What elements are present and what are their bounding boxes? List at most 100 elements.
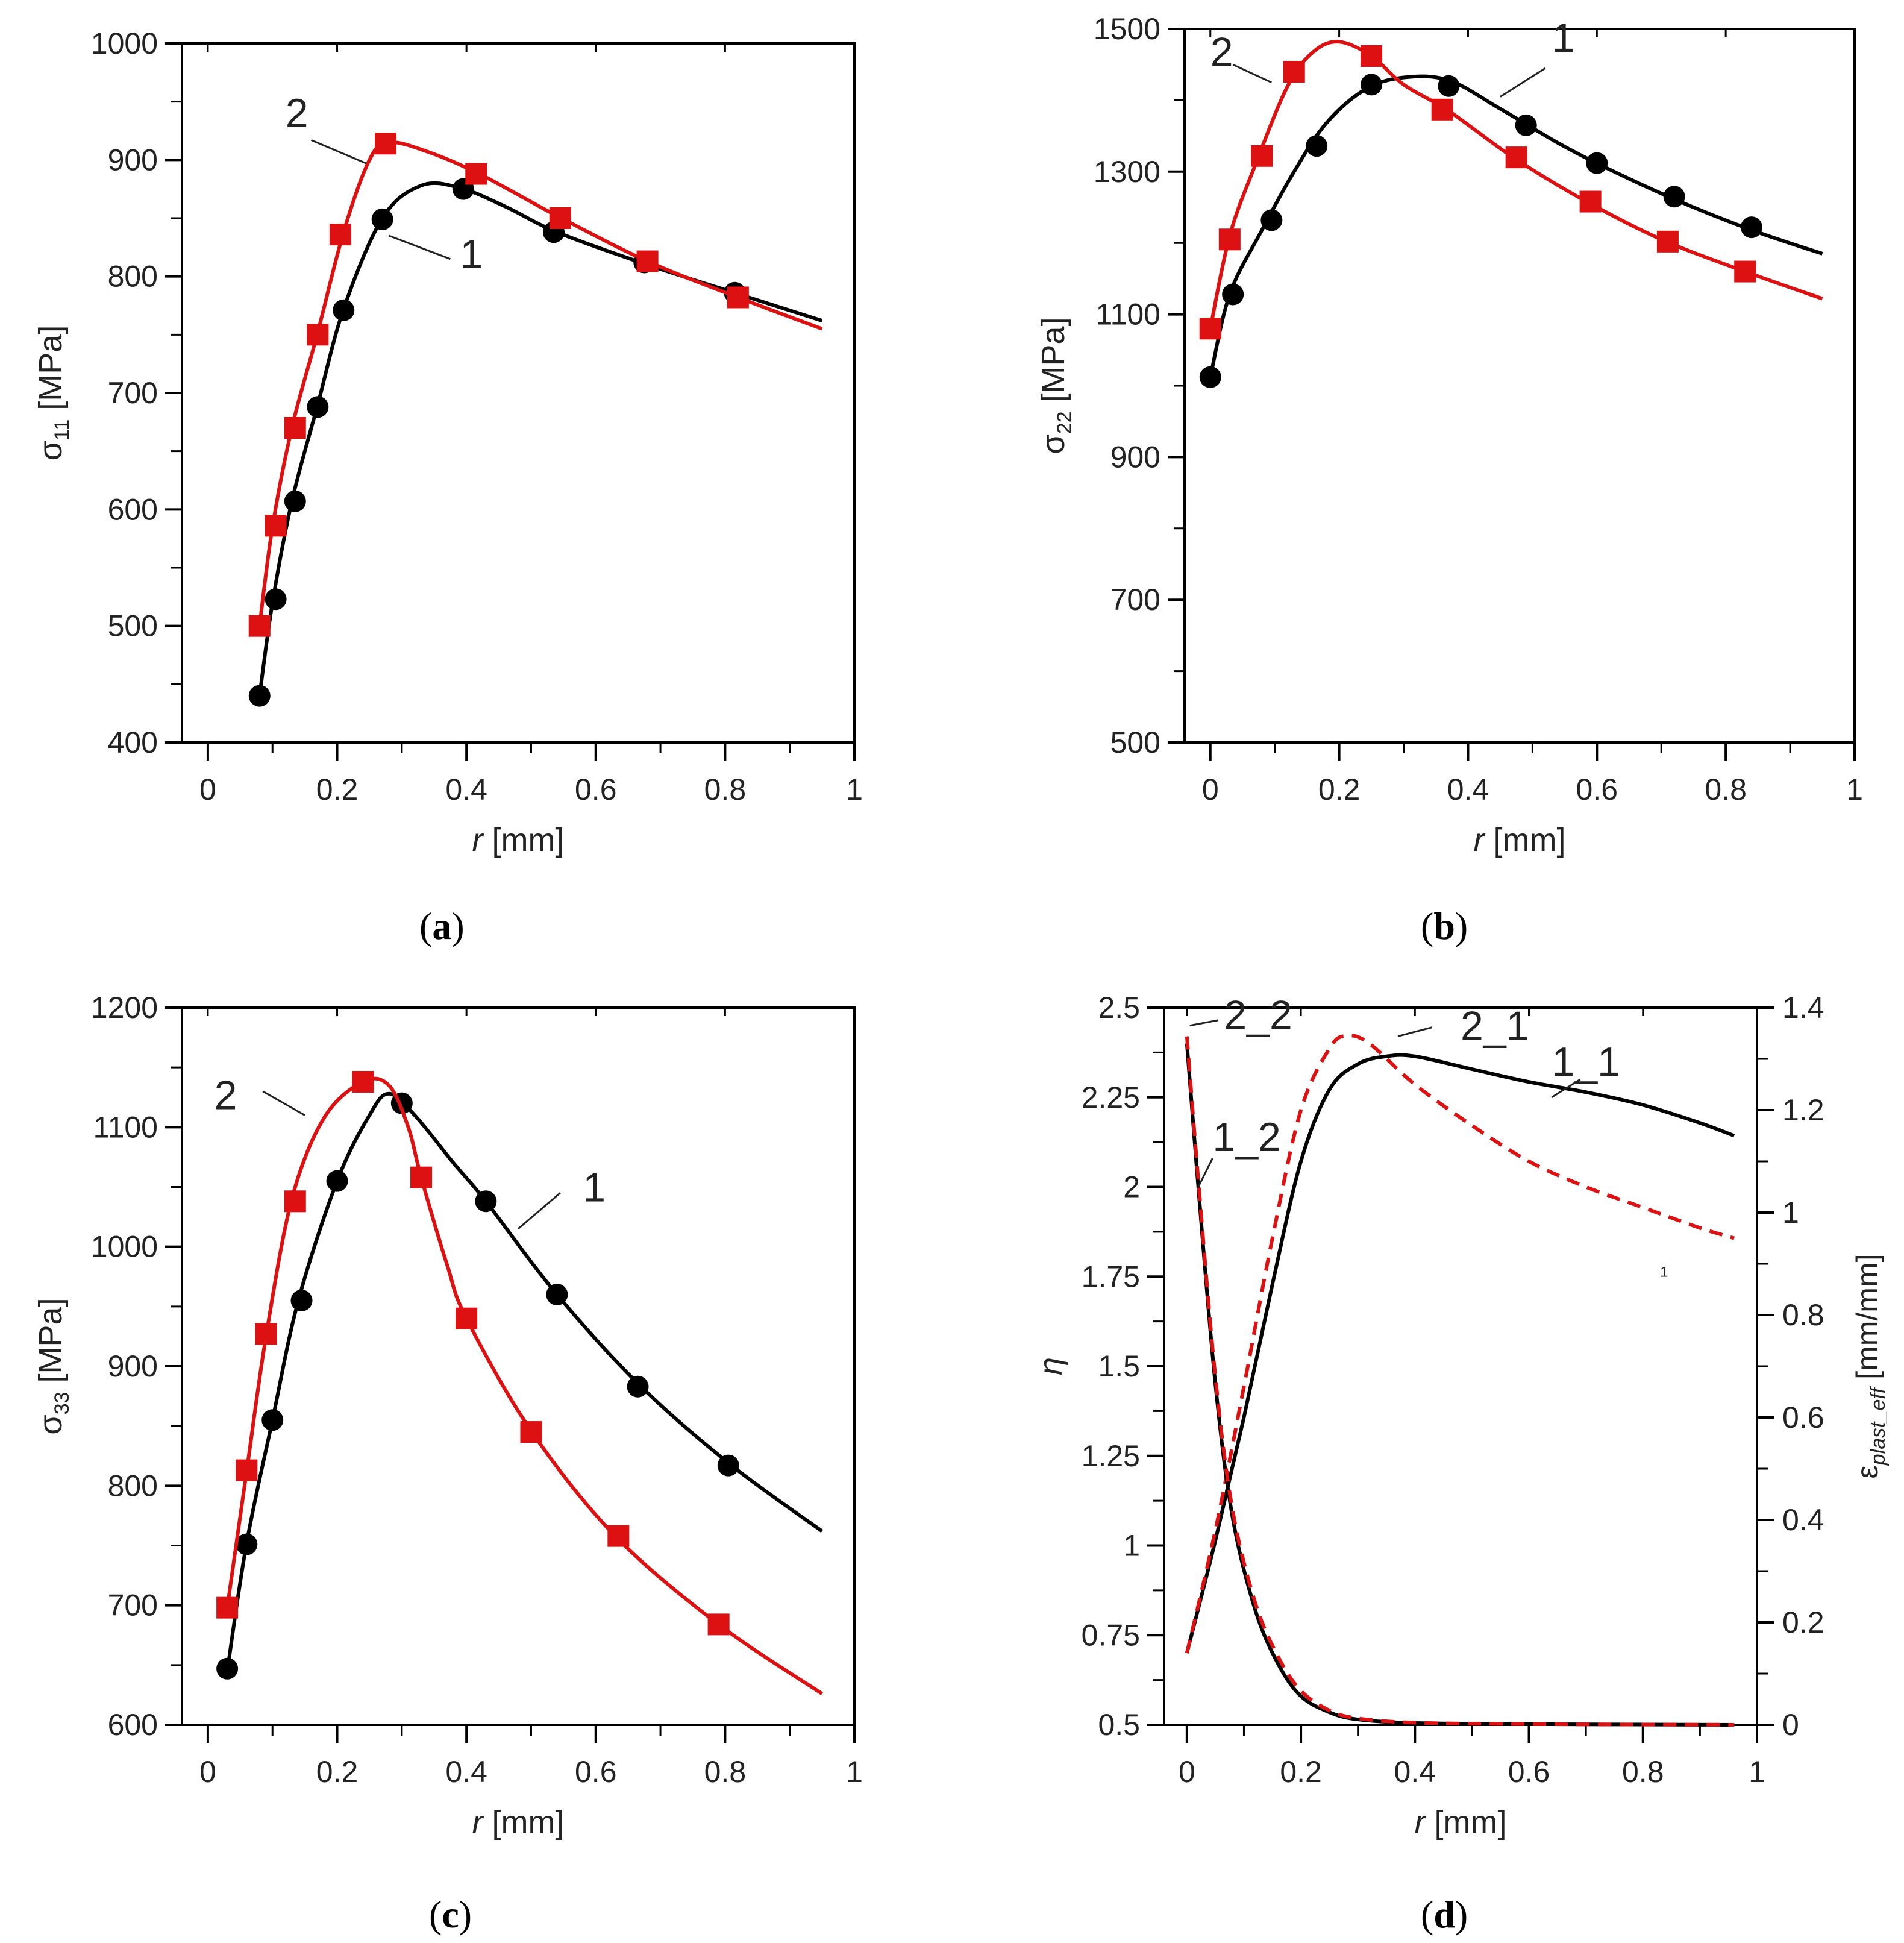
series-line <box>225 1076 824 1695</box>
y-tick-label: 1.75 <box>1082 1260 1140 1293</box>
plot-frame <box>1183 28 1856 744</box>
series-2: 2 <box>215 1070 824 1695</box>
caption-d: (d) <box>1421 1893 1468 1936</box>
data-point <box>284 1190 306 1213</box>
data-point <box>284 490 306 512</box>
series-label: 2 <box>215 1073 237 1119</box>
x-tick-label: 1 <box>1846 773 1863 806</box>
series-2: 2 <box>1199 30 1823 340</box>
y-tick-label: 1200 <box>91 991 158 1025</box>
x-tick-label: 0.4 <box>1394 1755 1436 1789</box>
x-tick-label: 0.6 <box>575 773 617 806</box>
y-tick-label: 1300 <box>1094 155 1160 189</box>
y2-tick-label: 0.6 <box>1782 1401 1824 1434</box>
x-tick-label: 0.6 <box>575 1755 617 1789</box>
label-leader <box>1189 1019 1219 1027</box>
data-point <box>520 1421 542 1443</box>
data-point <box>248 685 271 707</box>
y-tick-label: 2.25 <box>1082 1081 1140 1114</box>
x-axis-label: r [mm] <box>472 1804 565 1841</box>
data-point <box>1218 228 1241 251</box>
series-line <box>1208 74 1823 378</box>
series-2_1: 2_1 <box>1185 1003 1735 1654</box>
y-tick-label: 1.5 <box>1098 1349 1140 1383</box>
data-point <box>607 1525 630 1547</box>
series-label: 2_2 <box>1224 993 1292 1038</box>
y-tick-label: 1000 <box>91 1230 158 1264</box>
series-label: 1 <box>583 1164 606 1210</box>
y-tick-label: 600 <box>108 1708 158 1742</box>
series-label: 1 <box>1552 15 1574 61</box>
data-point <box>261 1409 284 1431</box>
y2-axis-label: εplast_eff [mm/mm] <box>1850 1254 1890 1479</box>
series-label: 2 <box>1210 30 1233 75</box>
label-leader <box>1551 1078 1581 1099</box>
y-tick-label: 900 <box>108 143 158 177</box>
x-tick-label: 0.2 <box>1280 1755 1322 1789</box>
data-point <box>333 299 355 321</box>
x-axis-label: r [mm] <box>1474 822 1566 858</box>
data-point <box>307 396 329 418</box>
data-point <box>1656 230 1679 253</box>
data-point <box>255 1323 277 1345</box>
series-2: 2 <box>248 90 823 637</box>
data-point <box>1734 260 1756 283</box>
data-point <box>265 588 287 611</box>
y2-tick-label: 1.4 <box>1782 991 1824 1025</box>
y2-tick-label: 0.2 <box>1782 1606 1824 1639</box>
y-tick-label: 0.5 <box>1098 1708 1140 1742</box>
data-point <box>475 1190 497 1213</box>
data-point <box>717 1454 739 1477</box>
x-tick-label: 0.2 <box>1318 773 1361 806</box>
data-point <box>1361 74 1383 96</box>
y-tick-label: 800 <box>108 1469 158 1502</box>
data-point <box>410 1166 433 1188</box>
data-point <box>248 615 271 637</box>
data-point <box>375 133 397 155</box>
data-point <box>1260 209 1283 231</box>
series-line <box>257 181 823 697</box>
data-point <box>1431 98 1453 121</box>
y-tick-label: 500 <box>108 609 158 643</box>
x-tick-label: 0 <box>199 773 216 806</box>
y-axis-label: σ33 [MPa] <box>33 1298 74 1434</box>
data-point <box>236 1459 258 1481</box>
data-point <box>549 207 571 229</box>
data-point <box>1199 366 1221 388</box>
data-point <box>727 286 749 309</box>
label-leader <box>388 234 451 260</box>
y-tick-label: 700 <box>108 1589 158 1622</box>
x-tick-label: 0.4 <box>445 1755 487 1789</box>
x-tick-label: 0.4 <box>1447 773 1489 806</box>
data-point <box>371 208 393 230</box>
label-leader <box>311 139 367 165</box>
data-point <box>1222 283 1244 306</box>
y-tick-label: 400 <box>108 726 158 759</box>
y-tick-label: 2.5 <box>1098 991 1140 1025</box>
y-tick-label: 1.25 <box>1082 1439 1140 1473</box>
label-leader <box>262 1090 305 1116</box>
y-tick-label: 1 <box>1123 1529 1140 1563</box>
y-axis-label: σ22 [MPa] <box>1035 317 1076 454</box>
x-tick-label: 0 <box>1202 773 1219 806</box>
y-tick-label: 1100 <box>1095 298 1160 331</box>
data-point <box>284 417 306 439</box>
label-leader <box>1397 1026 1433 1038</box>
y-tick-label: 600 <box>108 492 158 526</box>
y2-tick-label: 1 <box>1782 1196 1799 1229</box>
x-tick-label: 0.6 <box>1576 773 1618 806</box>
x-tick-label: 0.8 <box>1622 1755 1664 1789</box>
data-point <box>1740 216 1762 239</box>
series-label: 2_1 <box>1461 1003 1529 1049</box>
x-axis-label: r [mm] <box>472 822 565 858</box>
series-1: 1 <box>248 178 823 707</box>
data-point <box>1361 45 1383 67</box>
data-point <box>1586 152 1608 174</box>
y2-tick-label: 0.8 <box>1782 1298 1824 1332</box>
series-label: 1_2 <box>1212 1114 1280 1160</box>
y-tick-label: 1000 <box>91 27 158 60</box>
caption-b: (b) <box>1421 905 1468 947</box>
y-axis-label: σ11 [MPa] <box>33 325 74 461</box>
